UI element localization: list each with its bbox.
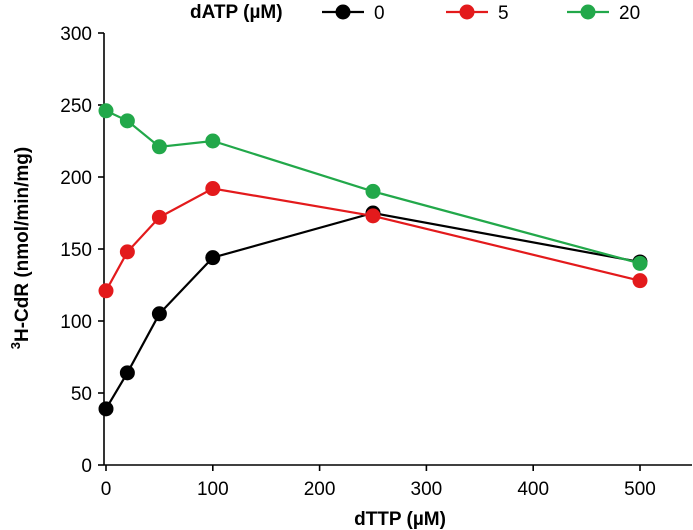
- data-point: [365, 183, 381, 199]
- data-point: [632, 255, 648, 271]
- y-tick-label: 300: [60, 24, 92, 45]
- series-0: [98, 205, 648, 417]
- y-tick-label: 100: [60, 312, 92, 333]
- x-tick-label: 400: [517, 479, 549, 500]
- legend-item-0: 0: [322, 3, 385, 24]
- y-tick-label: 250: [60, 96, 92, 117]
- x-tick-label: 0: [101, 479, 112, 500]
- x-tick-label: 100: [197, 479, 229, 500]
- data-point: [119, 365, 135, 381]
- x-tick-label: 200: [304, 479, 336, 500]
- x-axis-title: dTTP (µM): [354, 509, 446, 530]
- series-5: [98, 181, 648, 299]
- x-tick-label: 300: [411, 479, 443, 500]
- series-layer: [98, 103, 648, 417]
- y-axis-title-main: H-CdR (nmol/min/mg): [12, 147, 33, 342]
- data-point: [119, 113, 135, 129]
- legend-marker: [459, 4, 475, 20]
- y-tick-label: 50: [71, 384, 92, 405]
- y-axis-title-superscript: 3: [8, 342, 23, 349]
- ticks: 0 50 100 150 200 250 300 0 100 200 300 400 500: [60, 24, 656, 500]
- y-tick-label: 200: [60, 168, 92, 189]
- y-tick-label: 0: [81, 456, 92, 477]
- legend-item-20: 20: [567, 3, 640, 24]
- data-point: [205, 181, 221, 197]
- y-axis-title: 3H-CdR (nmol/min/mg): [8, 147, 33, 350]
- data-point: [119, 244, 135, 260]
- legend-marker: [580, 4, 596, 20]
- legend-marker: [335, 4, 351, 20]
- legend-label: 0: [374, 3, 385, 24]
- legend-item-5: 5: [446, 3, 509, 24]
- data-point: [632, 273, 648, 289]
- legend-label: 5: [498, 3, 509, 24]
- data-point: [98, 401, 114, 417]
- data-point: [205, 250, 221, 266]
- data-point: [151, 306, 167, 322]
- data-point: [98, 283, 114, 299]
- x-tick-label: 500: [624, 479, 656, 500]
- data-point: [151, 209, 167, 225]
- axes: [103, 33, 692, 466]
- legend-title: dATP (µM): [190, 2, 283, 23]
- data-point: [365, 208, 381, 224]
- data-point: [151, 139, 167, 155]
- data-point: [205, 133, 221, 149]
- legend-label: 20: [619, 3, 640, 24]
- series-line-5: [105, 187, 641, 292]
- y-tick-label: 150: [60, 240, 92, 261]
- legend: dATP (µM) 0 5 20: [190, 2, 640, 24]
- data-point: [98, 103, 114, 119]
- series-20: [98, 103, 648, 271]
